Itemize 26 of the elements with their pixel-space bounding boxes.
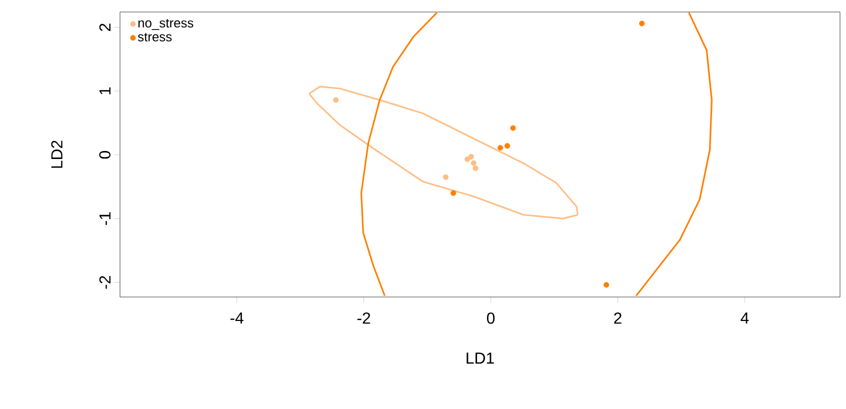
point	[442, 174, 449, 180]
y-tick-label: -2	[99, 276, 110, 289]
point	[472, 165, 478, 172]
point	[639, 20, 645, 26]
point	[498, 145, 504, 151]
point	[468, 154, 474, 160]
x-tick-label: 4	[740, 312, 749, 324]
point	[464, 156, 470, 162]
y-tick-label: 0	[99, 151, 110, 159]
y-tick-label: -1	[100, 212, 110, 225]
x-tick-label: 0	[486, 312, 495, 324]
y-axis-title: LD2	[51, 140, 62, 168]
point	[510, 125, 516, 131]
y-tick-label: 1	[100, 87, 110, 94]
legend-label: stress	[138, 32, 172, 42]
point	[504, 143, 510, 149]
point	[333, 97, 339, 103]
x-axis-title: LD1	[466, 352, 494, 364]
point	[450, 190, 456, 196]
point	[470, 160, 476, 166]
x-tick-label: -4	[230, 312, 244, 324]
x-tick-label: -2	[357, 312, 370, 324]
y-tick-label: 2	[99, 24, 110, 31]
x-tick-label: 2	[614, 312, 622, 324]
legend-label: no_stress	[138, 19, 194, 30]
point	[604, 282, 610, 288]
